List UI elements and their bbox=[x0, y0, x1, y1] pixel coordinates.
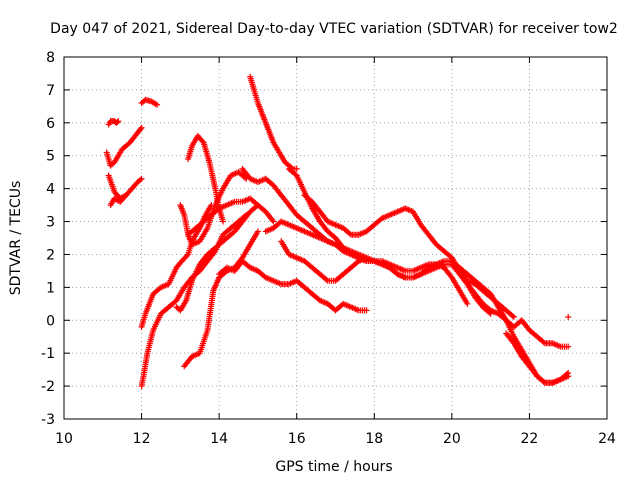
data-point bbox=[137, 125, 144, 132]
y-tick-label: 0 bbox=[46, 313, 55, 329]
x-tick-label: 18 bbox=[365, 431, 383, 447]
data-point bbox=[154, 101, 161, 108]
y-tick-label: 4 bbox=[46, 182, 55, 198]
x-tick-label: 14 bbox=[210, 431, 228, 447]
x-tick-label: 20 bbox=[443, 431, 461, 447]
series-layer bbox=[103, 73, 572, 390]
data-point bbox=[565, 373, 572, 380]
y-tick-label: -3 bbox=[41, 412, 55, 428]
data-point bbox=[199, 138, 206, 145]
data-point bbox=[123, 192, 130, 199]
series-track-14 bbox=[247, 73, 300, 172]
data-point bbox=[270, 218, 277, 225]
series-track-2 bbox=[103, 124, 145, 169]
y-tick-label: 3 bbox=[46, 215, 55, 231]
x-tick-label: 22 bbox=[521, 431, 539, 447]
series-track-17 bbox=[239, 165, 471, 307]
x-tick-label: 10 bbox=[55, 431, 73, 447]
data-point bbox=[510, 313, 517, 320]
series-track-1 bbox=[105, 118, 122, 128]
y-tick-label: 8 bbox=[46, 50, 55, 66]
data-point bbox=[138, 124, 145, 131]
data-point bbox=[254, 228, 261, 235]
data-point bbox=[509, 312, 516, 319]
data-point bbox=[540, 339, 547, 346]
y-tick-label: -2 bbox=[41, 379, 55, 395]
data-point bbox=[138, 175, 145, 182]
series-track-22 bbox=[565, 313, 572, 320]
data-point bbox=[323, 276, 330, 283]
series-track-4 bbox=[107, 192, 130, 209]
data-point bbox=[220, 218, 227, 225]
series-track-10 bbox=[185, 132, 227, 225]
data-point bbox=[183, 252, 190, 259]
y-tick-label: 5 bbox=[46, 149, 55, 165]
data-point bbox=[486, 309, 493, 316]
data-point bbox=[346, 230, 353, 237]
plot-frame bbox=[63, 56, 608, 420]
data-point bbox=[363, 254, 370, 261]
series-track-8 bbox=[173, 202, 261, 314]
data-point bbox=[540, 378, 547, 385]
series-track-13 bbox=[216, 258, 370, 314]
series-track-9 bbox=[181, 228, 261, 370]
data-point bbox=[293, 165, 300, 172]
series-track-19 bbox=[278, 238, 370, 284]
chart-title: Day 047 of 2021, Sidereal Day-to-day VTE… bbox=[50, 21, 618, 37]
series-track-12 bbox=[185, 195, 277, 238]
data-point bbox=[565, 343, 572, 350]
x-tick-label: 16 bbox=[288, 431, 306, 447]
y-tick-label: 1 bbox=[46, 280, 55, 296]
x-axis-label: GPS time / hours bbox=[275, 459, 392, 475]
y-tick-label: 2 bbox=[46, 247, 55, 263]
data-point bbox=[137, 176, 144, 183]
data-point bbox=[363, 307, 370, 314]
data-point bbox=[114, 118, 121, 125]
series-track-16 bbox=[301, 192, 572, 350]
data-point bbox=[487, 310, 494, 317]
y-axis-label: SDTVAR / TECUs bbox=[8, 181, 24, 296]
series-track-5 bbox=[138, 96, 161, 108]
series-track-21 bbox=[503, 330, 572, 386]
data-point bbox=[565, 313, 572, 320]
series-track-3 bbox=[105, 172, 145, 202]
y-tick-label: 6 bbox=[46, 116, 55, 132]
data-point bbox=[115, 118, 122, 125]
y-tick-label: -1 bbox=[41, 346, 55, 362]
data-point bbox=[121, 193, 128, 200]
series-track-6 bbox=[138, 211, 250, 390]
y-tick-label: 7 bbox=[46, 83, 55, 99]
data-point bbox=[464, 300, 471, 307]
x-tick-label: 24 bbox=[598, 431, 616, 447]
x-tick-label: 12 bbox=[133, 431, 151, 447]
